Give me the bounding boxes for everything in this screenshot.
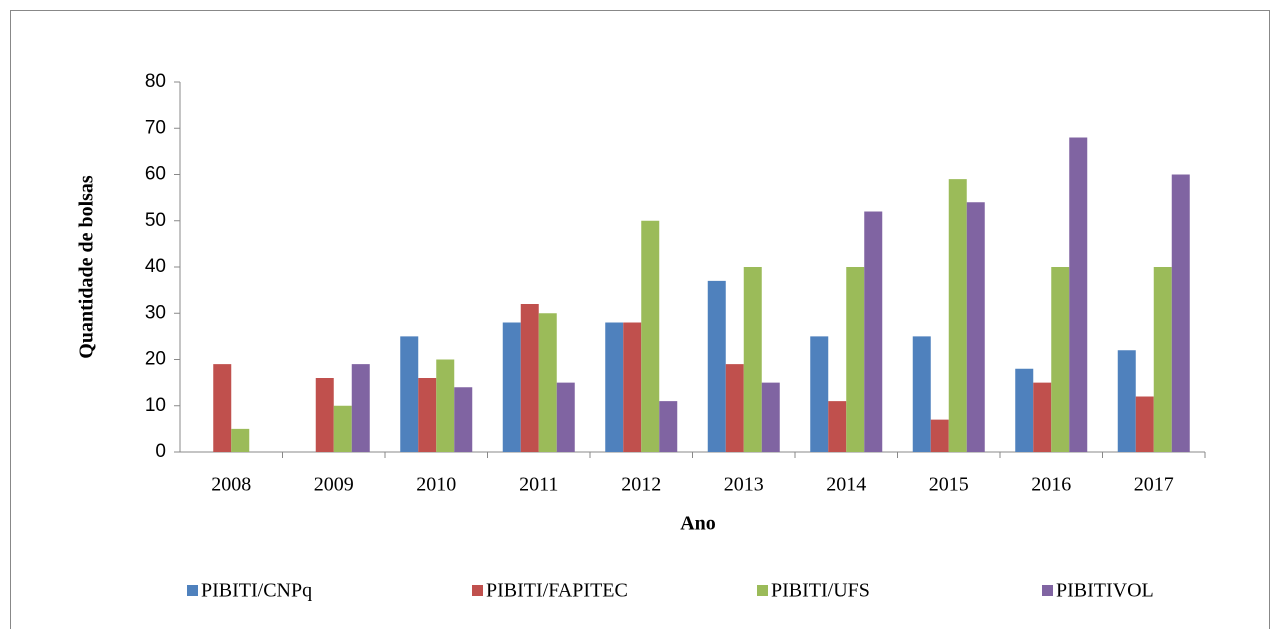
bar [641, 220, 660, 452]
bar [1069, 137, 1088, 452]
legend-label: PIBITI/CNPq [201, 580, 312, 602]
x-tick-label: 2016 [1031, 474, 1071, 496]
bar [623, 322, 642, 452]
x-tick-label: 2011 [519, 474, 558, 496]
bar [966, 202, 985, 452]
bar [213, 364, 232, 452]
bar [725, 364, 744, 452]
x-tick-label: 2010 [416, 474, 456, 496]
bar [1171, 174, 1190, 452]
y-tick-label: 30 [145, 302, 166, 323]
x-axis-title: Ano [680, 513, 716, 535]
bar [315, 378, 334, 452]
x-tick-label: 2017 [1134, 474, 1174, 496]
bar [1153, 267, 1172, 452]
x-tick-label: 2012 [621, 474, 661, 496]
bar [707, 280, 726, 452]
legend-swatch [187, 585, 198, 596]
bar [1135, 396, 1154, 452]
x-tick-label: 2009 [314, 474, 354, 496]
y-axis-title: Quantidade de bolsas [76, 175, 98, 359]
bar [828, 401, 847, 452]
bar [538, 313, 557, 452]
legend-label: PIBITIVOL [1056, 580, 1154, 602]
y-tick-label: 20 [145, 349, 166, 370]
bar [912, 336, 931, 452]
bar [930, 419, 949, 452]
bar [400, 336, 419, 452]
bar [333, 405, 352, 452]
legend-swatch [1042, 585, 1053, 596]
bar [454, 387, 473, 452]
bar [351, 364, 370, 452]
bar [1117, 350, 1136, 452]
bar [556, 382, 575, 452]
bar [864, 211, 883, 452]
y-tick-label: 70 [145, 117, 166, 138]
x-tick-label: 2013 [724, 474, 764, 496]
bar [1015, 368, 1034, 452]
bar [231, 428, 250, 452]
bar [659, 401, 678, 452]
bar [761, 382, 780, 452]
y-tick-label: 80 [145, 71, 166, 92]
x-tick-label: 2014 [826, 474, 866, 496]
y-tick-label: 0 [155, 441, 166, 462]
bar [520, 304, 539, 452]
legend-swatch [472, 585, 483, 596]
y-tick-label: 60 [145, 164, 166, 185]
bar [1051, 267, 1070, 452]
bar [948, 179, 967, 452]
bar [418, 378, 437, 452]
legend-swatch [757, 585, 768, 596]
y-tick-label: 10 [145, 395, 166, 416]
chart-border [10, 10, 1270, 629]
bar [810, 336, 829, 452]
legend-label: PIBITI/UFS [771, 580, 870, 602]
bar [743, 267, 762, 452]
bar [1033, 382, 1052, 452]
x-tick-label: 2008 [211, 474, 251, 496]
bar [436, 359, 455, 452]
y-tick-label: 50 [145, 210, 166, 231]
bar [502, 322, 521, 452]
bar [846, 267, 865, 452]
x-tick-label: 2015 [929, 474, 969, 496]
bar [605, 322, 624, 452]
y-tick-label: 40 [145, 256, 166, 277]
legend-label: PIBITI/FAPITEC [486, 580, 628, 602]
